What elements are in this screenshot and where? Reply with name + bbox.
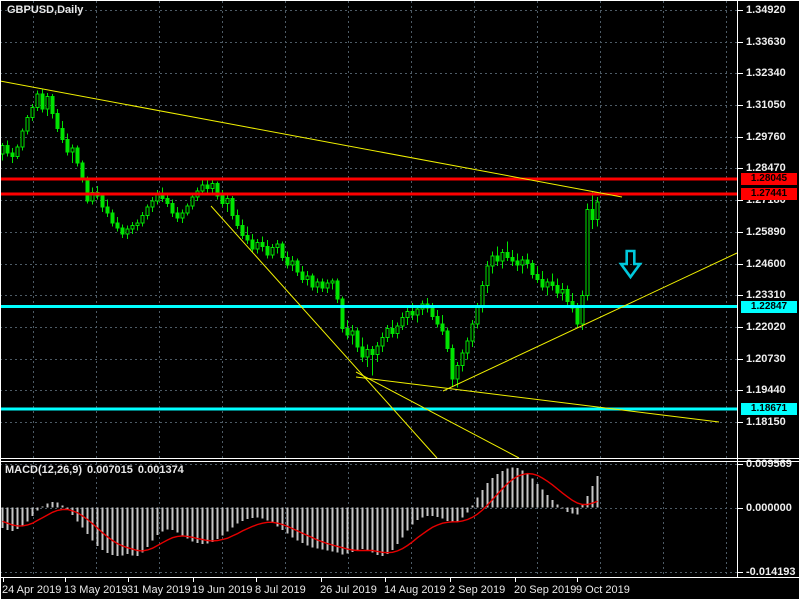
price-axis-label: 1.31050 xyxy=(746,99,786,111)
price-axis-label: 1.28470 xyxy=(746,162,786,174)
time-axis-label: 19 Jun 2019 xyxy=(192,584,253,596)
time-axis-label: 31 May 2019 xyxy=(127,584,191,596)
macd-axis-label: 0.009569 xyxy=(746,458,792,470)
price-line-tag: 1.27441 xyxy=(741,188,797,200)
price-axis-label: 1.24600 xyxy=(746,258,786,270)
macd-axis-label: 0.000000 xyxy=(746,502,792,514)
price-axis-label: 1.19440 xyxy=(746,384,786,396)
macd-signal-value: 0.001374 xyxy=(137,464,184,476)
macd-indicator-label: MACD(12,26,9) 0.007015 0.001374 xyxy=(5,464,189,476)
price-axis-label: 1.23310 xyxy=(746,289,786,301)
trendlines[interactable] xyxy=(0,80,738,459)
price-axis-label: 1.33630 xyxy=(746,36,786,48)
price-line-tag: 1.28045 xyxy=(741,173,797,185)
price-line-tag: 1.18671 xyxy=(741,403,797,415)
axis-ticks xyxy=(3,10,743,582)
price-line-tag: 1.22847 xyxy=(741,301,797,313)
price-axis-label: 1.18150 xyxy=(746,416,786,428)
time-axis-label: 14 Aug 2019 xyxy=(384,584,446,596)
macd-signal-line[interactable] xyxy=(2,472,598,554)
price-axis-label: 1.29760 xyxy=(746,131,786,143)
time-axis-label: 2 Sep 2019 xyxy=(449,584,506,596)
price-axis-label: 1.20730 xyxy=(746,353,786,365)
time-axis-label: 20 Sep 2019 xyxy=(514,584,577,596)
macd-axis-label: -0.014193 xyxy=(746,566,796,578)
macd-main-value: 0.007015 xyxy=(87,464,133,476)
price-axis-label: 1.22020 xyxy=(746,321,786,333)
time-axis-label: 26 Jul 2019 xyxy=(320,584,377,596)
time-axis-label: 24 Apr 2019 xyxy=(2,584,62,596)
price-axis-label: 1.34920 xyxy=(746,4,786,16)
price-axis-label: 1.32340 xyxy=(746,67,786,79)
chart-symbol-title: GBPUSD,Daily xyxy=(7,4,84,16)
price-axis-label: 1.25890 xyxy=(746,226,786,238)
grid-lines xyxy=(0,1,737,577)
candlesticks xyxy=(0,89,600,388)
time-axis-label: 8 Jul 2019 xyxy=(255,584,306,596)
down-arrow-icon[interactable] xyxy=(618,249,643,280)
time-axis-label: 9 Oct 2019 xyxy=(576,584,630,596)
time-axis-label: 13 May 2019 xyxy=(64,584,128,596)
macd-histogram xyxy=(1,467,599,556)
macd-params-label: MACD(12,26,9) xyxy=(5,464,83,476)
